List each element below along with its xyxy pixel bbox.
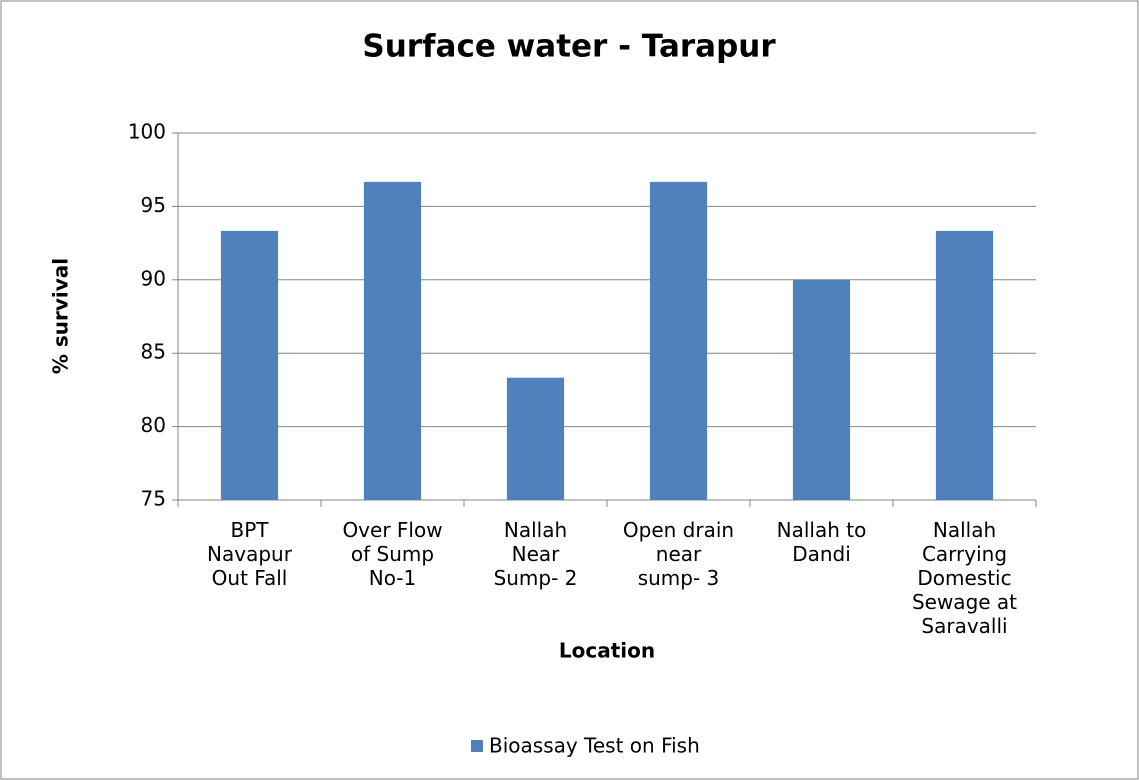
x-tick-label: Nallah Carrying Domestic Sewage at Sarav… (911, 518, 1018, 638)
x-tick-label: Nallah to Dandi (776, 518, 867, 566)
chart-title: Surface water - Tarapur (362, 29, 776, 65)
y-tick-label: 95 (141, 193, 166, 217)
x-axis-label: Location (559, 639, 655, 663)
y-axis-label: % survival (49, 258, 73, 374)
x-tick-label: BPT Navapur Out Fall (207, 518, 292, 590)
y-tick-label: 85 (141, 340, 166, 364)
bar (506, 377, 565, 500)
legend-label: Bioassay Test on Fish (489, 734, 700, 758)
x-tick-label: Nallah Near Sump- 2 (493, 518, 578, 590)
y-tick-label: 75 (141, 487, 166, 511)
x-tick-label: Over Flow of Sump No-1 (342, 518, 443, 590)
bar (792, 279, 851, 500)
legend-swatch (471, 740, 483, 752)
y-tick-label: 100 (128, 120, 166, 144)
y-tick-label: 90 (141, 266, 166, 290)
bar (363, 181, 422, 500)
bar (220, 230, 279, 501)
bar (649, 181, 708, 500)
x-tick-label: Open drain near sump- 3 (622, 518, 735, 590)
bar (935, 230, 994, 501)
y-tick-label: 80 (141, 413, 166, 437)
